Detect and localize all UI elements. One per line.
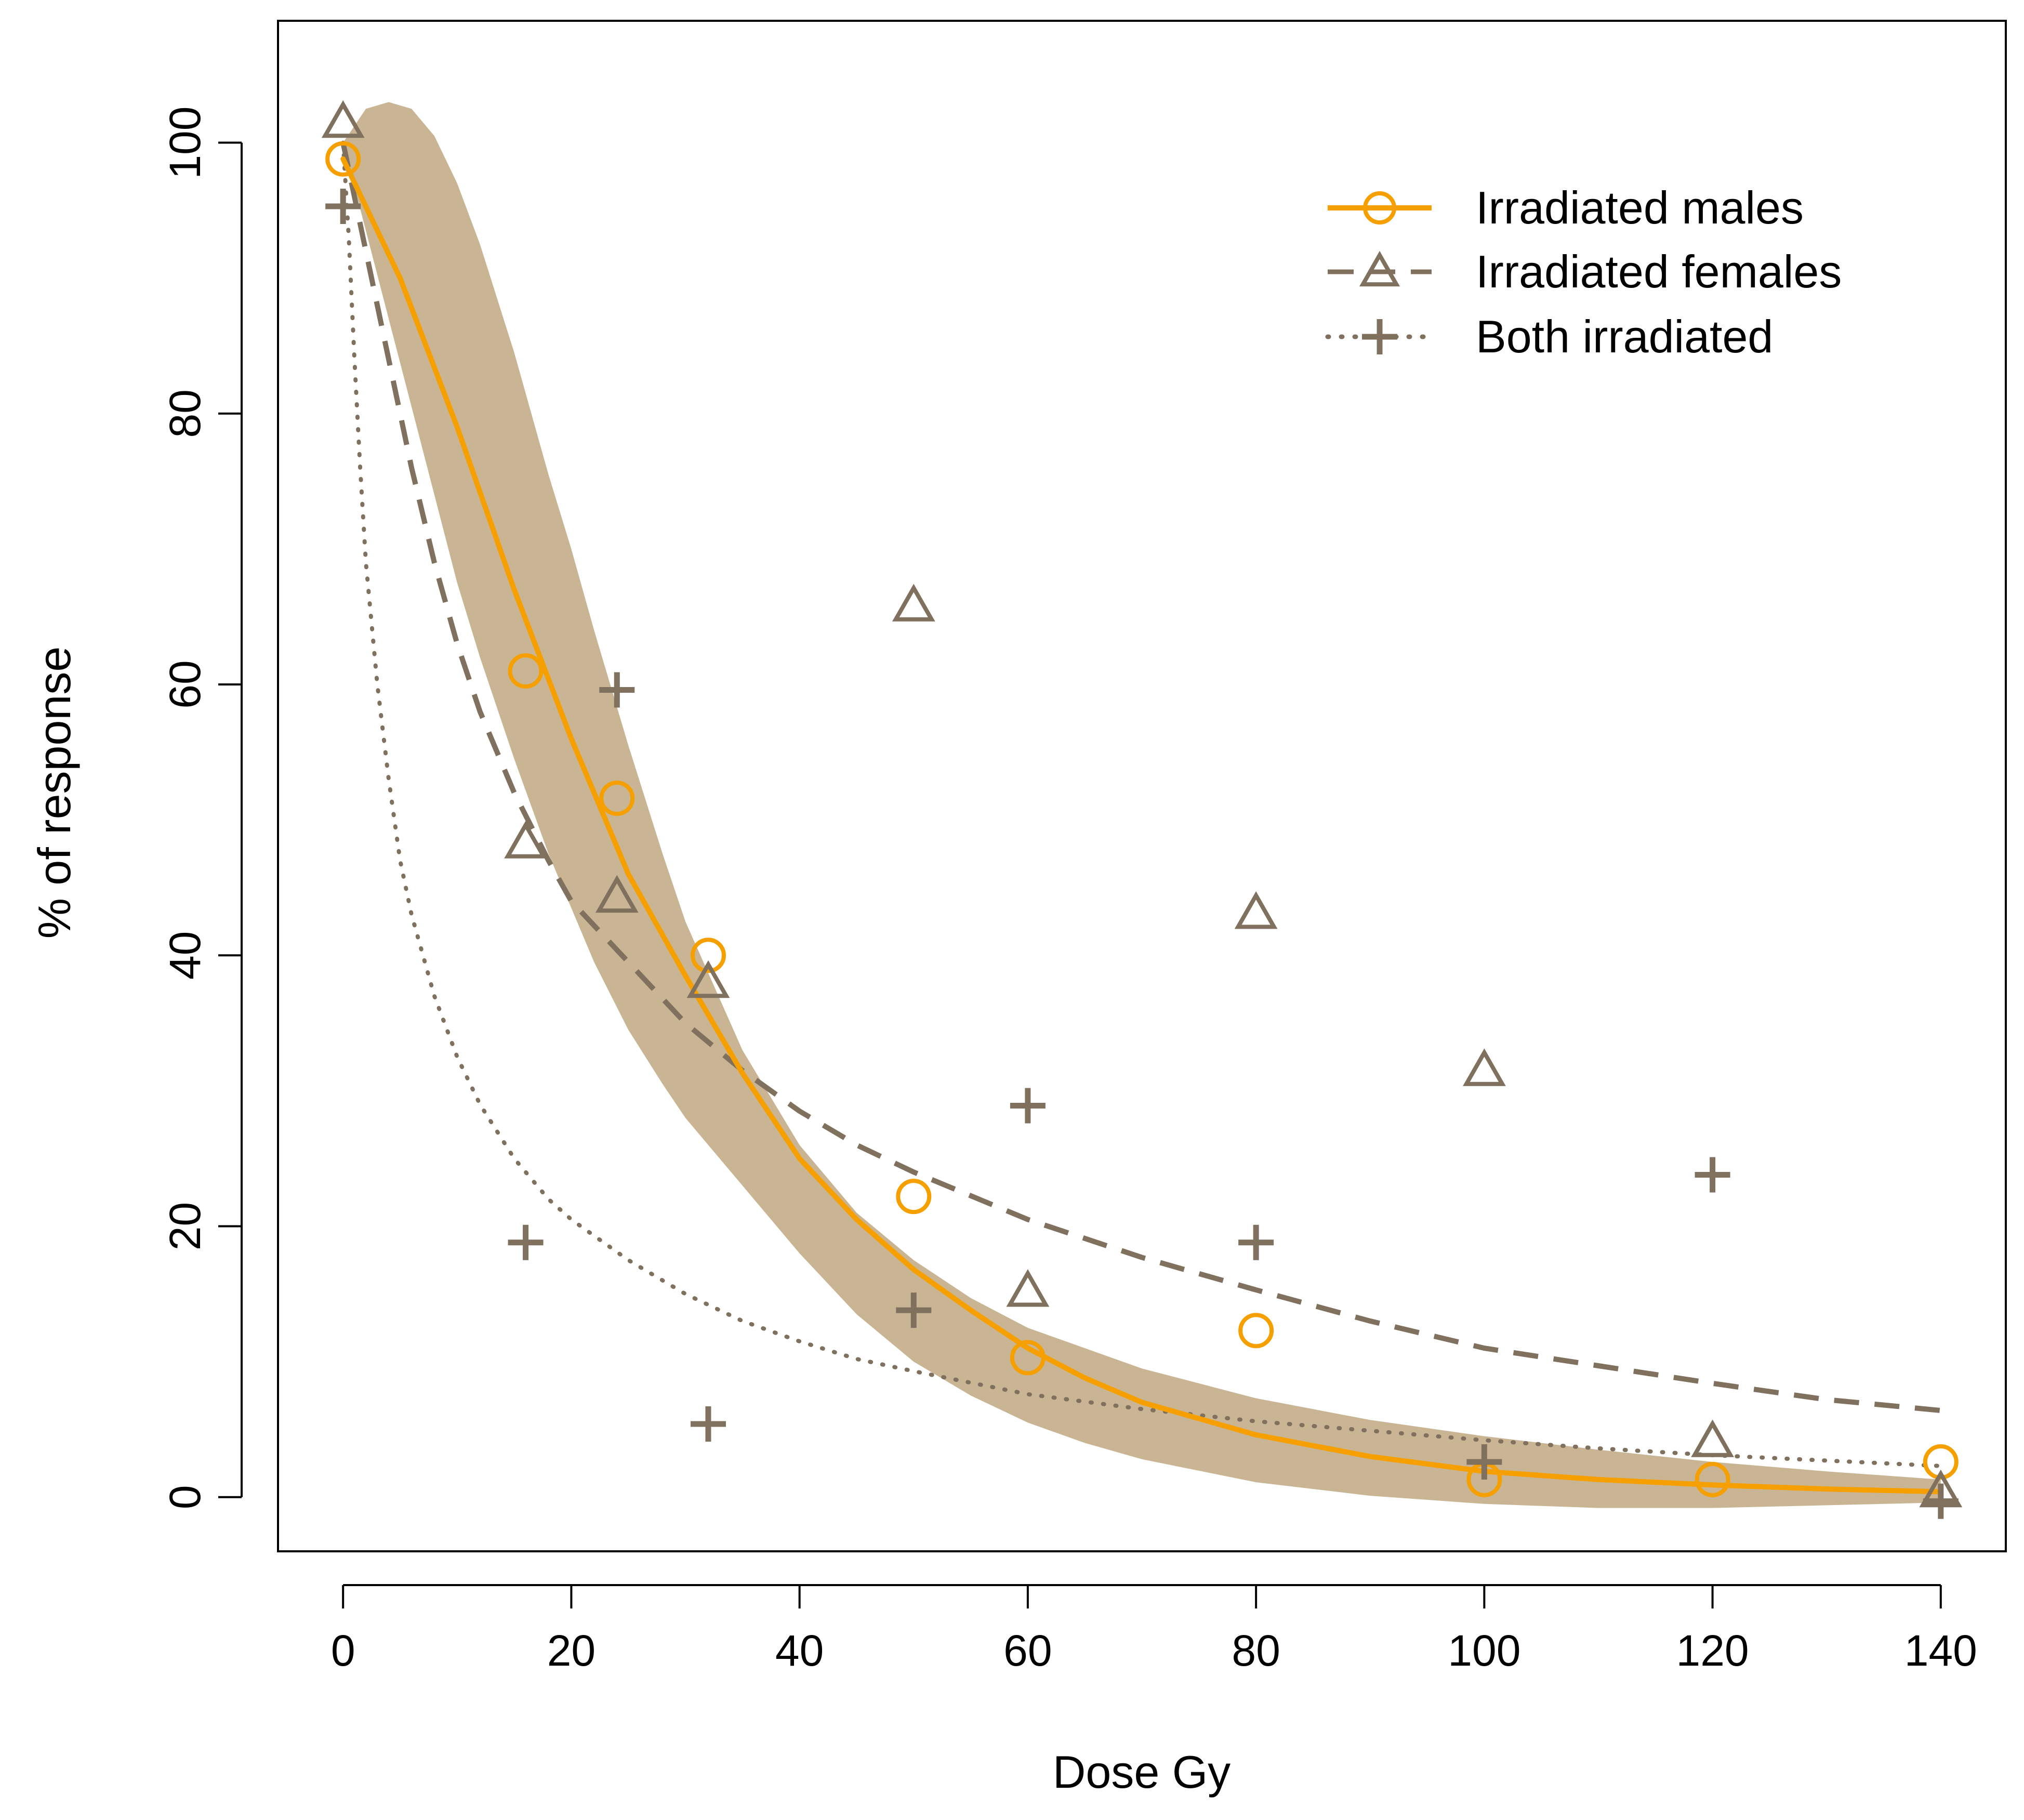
point-irradiated-females-3	[686, 960, 730, 998]
y-tick-label-40: 40	[161, 931, 209, 980]
legend-label-irradiated-males: Irradiated males	[1476, 182, 1804, 233]
point-irradiated-females-1	[504, 821, 547, 859]
x-tick-label-20: 20	[547, 1626, 596, 1675]
y-tick-label-60: 60	[161, 660, 209, 708]
point-irradiated-males-0	[325, 141, 361, 177]
point-irradiated-females-8	[1691, 1419, 1734, 1457]
x-tick-label-120: 120	[1676, 1626, 1749, 1675]
point-irradiated-males-6	[1238, 1313, 1274, 1349]
y-tick-label-100: 100	[161, 107, 209, 179]
legend-marker-irradiated-females	[1359, 250, 1400, 287]
point-irradiated-males-8	[1695, 1461, 1730, 1497]
point-both-irradiated-1	[508, 1224, 544, 1260]
point-irradiated-males-1	[508, 653, 544, 689]
point-irradiated-females-5	[1006, 1269, 1050, 1307]
point-irradiated-males-5	[1010, 1340, 1046, 1376]
fit-curve-both-irradiated	[341, 140, 1943, 1468]
data-points-layer	[321, 100, 1963, 1519]
point-both-irradiated-0	[325, 189, 361, 225]
legend-marker-both-irradiated	[1362, 319, 1397, 354]
point-both-irradiated-7	[1466, 1444, 1502, 1480]
y-tick-label-20: 20	[161, 1202, 209, 1250]
point-both-irradiated-2	[599, 672, 635, 708]
legend-marker-irradiated-males	[1363, 191, 1396, 225]
confidence-band-irradiated-males	[343, 102, 1941, 1508]
point-both-irradiated-4	[896, 1293, 932, 1328]
confidence-band-layer	[343, 102, 1941, 1508]
x-tick-label-100: 100	[1448, 1626, 1520, 1675]
x-tick-label-140: 140	[1904, 1626, 1977, 1675]
x-axis-title: Dose Gy	[1053, 1746, 1231, 1798]
point-both-irradiated-8	[1695, 1157, 1730, 1193]
fit-curve-irradiated-males	[340, 156, 1943, 1495]
legend-label-both-irradiated: Both irradiated	[1476, 311, 1773, 362]
point-irradiated-males-3	[690, 938, 726, 973]
legend-label-irradiated-females: Irradiated females	[1476, 246, 1842, 297]
y-tick-label-80: 80	[161, 389, 209, 438]
x-tick-label-0: 0	[331, 1626, 355, 1675]
point-both-irradiated-9	[1923, 1483, 1959, 1519]
axes-layer: 0 20 40 60 80 100 120 140 0 20 40 60 80 100	[161, 107, 1977, 1675]
legend: Irradiated males Irradiated females Both i…	[1325, 182, 1842, 362]
fitted-curves-layer	[340, 140, 1943, 1495]
plot-frame	[277, 20, 2007, 1552]
point-both-irradiated-6	[1238, 1224, 1274, 1260]
point-irradiated-females-6	[1234, 891, 1278, 929]
x-tick-label-80: 80	[1232, 1626, 1280, 1675]
x-tick-label-40: 40	[775, 1626, 824, 1675]
point-irradiated-females-2	[595, 875, 639, 913]
point-irradiated-males-4	[896, 1179, 932, 1215]
y-axis-title: % of response	[29, 647, 80, 939]
point-irradiated-males-2	[599, 780, 635, 816]
y-tick-label-0: 0	[161, 1485, 209, 1509]
point-both-irradiated-3	[690, 1406, 726, 1442]
point-both-irradiated-5	[1010, 1088, 1046, 1124]
x-tick-label-60: 60	[1003, 1626, 1052, 1675]
point-irradiated-females-7	[1463, 1048, 1506, 1086]
point-irradiated-females-0	[321, 100, 365, 138]
point-irradiated-females-4	[892, 584, 935, 622]
